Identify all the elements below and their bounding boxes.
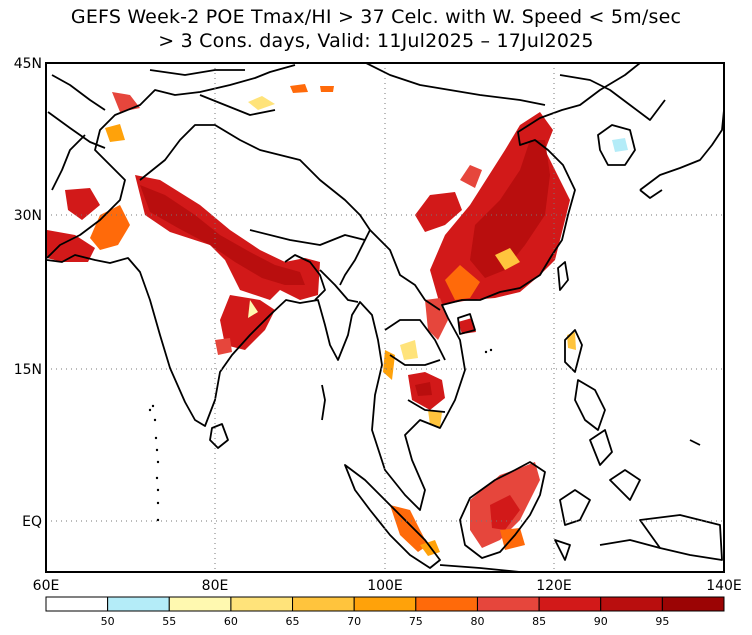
colorbar-label: 65 bbox=[286, 615, 300, 628]
colorbar-swatch bbox=[476, 596, 540, 612]
latitude-labels: 45N 30N 15N EQ bbox=[14, 56, 42, 530]
lon-label: 60E bbox=[33, 578, 60, 594]
colorbar-swatch bbox=[661, 596, 725, 612]
colorbar-label: 85 bbox=[532, 615, 546, 628]
colorbar-label: 90 bbox=[594, 615, 608, 628]
colorbar-swatch bbox=[415, 596, 478, 612]
colorbar-labels: 50 55 60 65 70 75 80 85 90 95 bbox=[101, 615, 670, 628]
lat-label: 15N bbox=[14, 362, 42, 378]
lon-label: 120E bbox=[536, 578, 572, 594]
colorbar-swatch bbox=[600, 596, 663, 612]
coastlines bbox=[46, 63, 724, 572]
island-dots bbox=[148, 348, 493, 522]
map-title-line-2: > 3 Cons. days, Valid: 11Jul2025 – 17Jul… bbox=[158, 30, 594, 52]
colorbar-swatch bbox=[292, 596, 355, 612]
colorbar-swatch bbox=[538, 596, 602, 612]
lat-label: EQ bbox=[22, 514, 42, 530]
colorbar-swatch bbox=[107, 596, 170, 612]
colorbar-label: 95 bbox=[655, 615, 669, 628]
colorbar bbox=[45, 596, 725, 612]
map-frame bbox=[45, 62, 725, 573]
lon-label: 100E bbox=[367, 578, 403, 594]
colorbar-label: 70 bbox=[347, 615, 361, 628]
probability-shading bbox=[47, 84, 628, 556]
colorbar-swatch bbox=[353, 596, 417, 612]
lon-label: 80E bbox=[202, 578, 229, 594]
colorbar-label: 55 bbox=[162, 615, 176, 628]
lat-label: 45N bbox=[14, 56, 42, 72]
colorbar-swatch bbox=[45, 596, 109, 612]
lat-label: 30N bbox=[14, 208, 42, 224]
colorbar-label: 80 bbox=[470, 615, 484, 628]
gridlines bbox=[46, 63, 724, 572]
colorbar-swatch bbox=[230, 596, 294, 612]
colorbar-swatch bbox=[168, 596, 232, 612]
colorbar-label: 75 bbox=[409, 615, 423, 628]
longitude-labels: 60E 80E 100E 120E 140E bbox=[33, 578, 742, 594]
colorbar-label: 60 bbox=[224, 615, 238, 628]
colorbar-label: 50 bbox=[101, 615, 115, 628]
lon-label: 140E bbox=[706, 578, 742, 594]
map-title-line-1: GEFS Week-2 POE Tmax/HI > 37 Celc. with … bbox=[70, 6, 682, 28]
